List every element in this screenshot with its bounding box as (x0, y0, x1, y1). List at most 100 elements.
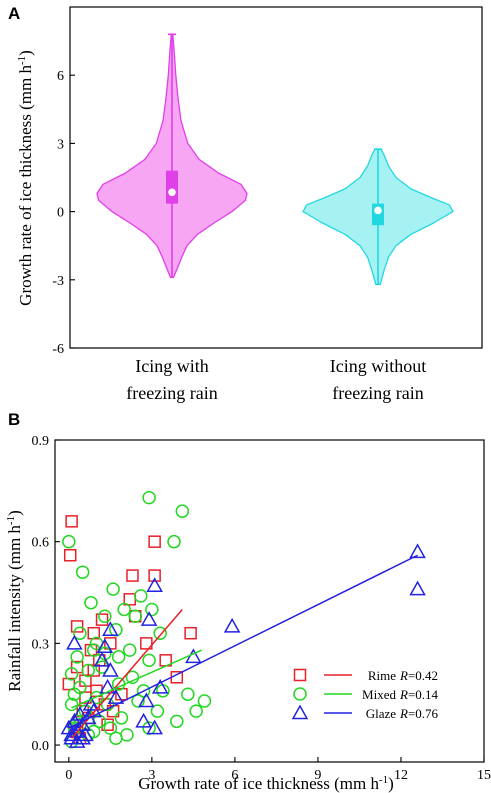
fit-line-glaze (68, 554, 418, 729)
scatter-point-glaze (409, 580, 426, 596)
scatter-point-glaze (138, 692, 155, 708)
panel-b-y-ticks: 0.0 0.3 0.6 0.9 (32, 434, 60, 754)
panel-b-fit-lines (68, 554, 418, 739)
category-label-line1: Icing with (135, 356, 209, 376)
violin-median (168, 188, 176, 197)
scatter-point-mixed (81, 663, 95, 678)
scatter-point-rime (70, 620, 84, 633)
scatter-point-glaze (77, 726, 94, 742)
category-label-line2: freezing rain (126, 383, 217, 403)
legend-r-mixed: R=0.14 (399, 687, 439, 702)
scatter-point-rime (148, 535, 161, 548)
scatter-point-mixed (128, 609, 143, 624)
panel-a-violins (96, 33, 454, 285)
scatter-point-rime (148, 569, 161, 582)
scatter-point-mixed (114, 711, 129, 725)
scatter-point-mixed (62, 534, 76, 549)
scatter-point-glaze (93, 651, 111, 667)
scatter-point-glaze (135, 712, 152, 728)
scatter-point-mixed (134, 589, 148, 603)
panel-a-y-axis-label: Growth rate of ice thickness (mm h-1) (16, 50, 35, 306)
panel-b-y-tick-label: 0.0 (32, 739, 50, 754)
panel-a-y-tick-label: 6 (57, 69, 64, 84)
scatter-point-rime (63, 548, 77, 562)
panel-b-y-tick-label: 0.6 (32, 536, 50, 551)
scatter-point-mixed (106, 582, 120, 596)
scatter-point-glaze (146, 719, 163, 735)
scatter-point-mixed (136, 684, 151, 698)
scatter-point-mixed (73, 626, 87, 640)
scatter-point-mixed (64, 667, 79, 681)
legend-label-rime: Rime (368, 668, 396, 683)
panel-a-y-tick-label: 0 (57, 206, 64, 221)
scatter-point-rime (126, 569, 139, 582)
scatter-point-glaze (146, 577, 163, 592)
scatter-point-mixed (167, 534, 181, 549)
scatter-point-glaze (102, 661, 119, 677)
panel-b-x-ticks: 0 3 6 9 12 15 (65, 757, 491, 783)
scatter-point-rime (95, 613, 109, 626)
scatter-point-mixed (109, 731, 123, 746)
legend-marker-rime (293, 668, 307, 682)
scatter-point-mixed (111, 650, 126, 664)
scatter-point-mixed (197, 694, 212, 708)
panel-b-x-tick-label: 6 (231, 768, 238, 783)
category-label-line2: freezing rain (332, 383, 423, 403)
scatter-point-mixed (181, 687, 195, 701)
scatter-point-mixed (117, 602, 131, 617)
scatter-point-mixed (153, 626, 167, 640)
scatter-point-glaze (107, 689, 125, 704)
scatter-point-mixed (122, 643, 137, 657)
scatter-point-glaze (71, 706, 89, 721)
scatter-point-glaze (68, 733, 86, 748)
scatter-point-glaze (99, 678, 116, 694)
panel-a-axes-frame (69, 6, 483, 349)
scatter-point-mixed (150, 704, 165, 718)
violin-box (166, 170, 178, 204)
panel-a-label: A (8, 4, 20, 23)
scatter-point-mixed (175, 504, 190, 518)
scatter-point-glaze (102, 621, 119, 637)
panel-b-axes-frame (54, 439, 485, 763)
scatter-point-glaze (74, 729, 91, 745)
panel-a-y-tick-label: -6 (52, 342, 64, 357)
scatter-point-mixed (142, 653, 156, 668)
panel-a-category-labels: Icing with freezing rain Icing without free… (126, 356, 426, 403)
panel-b-x-tick-label: 3 (148, 768, 155, 783)
scatter-point-rime (184, 626, 197, 640)
scatter-point-mixed (145, 602, 159, 617)
category-label-line1: Icing without (330, 356, 427, 376)
scatter-point-mixed (84, 595, 98, 610)
panel-a-y-tick-label: -3 (52, 274, 64, 289)
scatter-point-rime (140, 637, 153, 650)
scatter-point-rime (101, 718, 114, 731)
violin-median (374, 206, 382, 215)
scatter-point-mixed (75, 565, 90, 579)
scatter-point-glaze (66, 712, 83, 728)
scatter-point-glaze (66, 634, 83, 650)
panel-b-y-tick-label: 0.9 (32, 434, 50, 449)
legend-r-glaze: R=0.76 (399, 706, 439, 721)
panel-a-y-ticks: -6 -3 0 3 6 (52, 69, 75, 357)
scatter-point-mixed (103, 721, 118, 735)
panel-b-x-tick-label: 15 (477, 768, 491, 783)
scatter-point-glaze (151, 678, 169, 694)
fit-line-mixed (71, 649, 202, 709)
legend-r-rime: R=0.42 (399, 668, 438, 683)
panel-b-y-axis-label: Rainfall intensity (mm h-1) (5, 510, 24, 692)
scatter-point-mixed (131, 694, 145, 708)
scatter-point-glaze (409, 543, 426, 559)
scatter-point-mixed (125, 670, 140, 685)
scatter-point-mixed (170, 714, 184, 729)
scatter-point-mixed (189, 704, 203, 718)
legend-label-glaze: Glaze (366, 706, 397, 721)
scatter-point-glaze (96, 638, 114, 654)
legend-marker-mixed (293, 687, 307, 701)
scatter-point-rime (65, 515, 78, 528)
panel-b-x-tick-label: 9 (314, 768, 321, 783)
panel-b-label: B (8, 410, 20, 429)
panel-a-y-tick-label: 3 (57, 137, 64, 152)
